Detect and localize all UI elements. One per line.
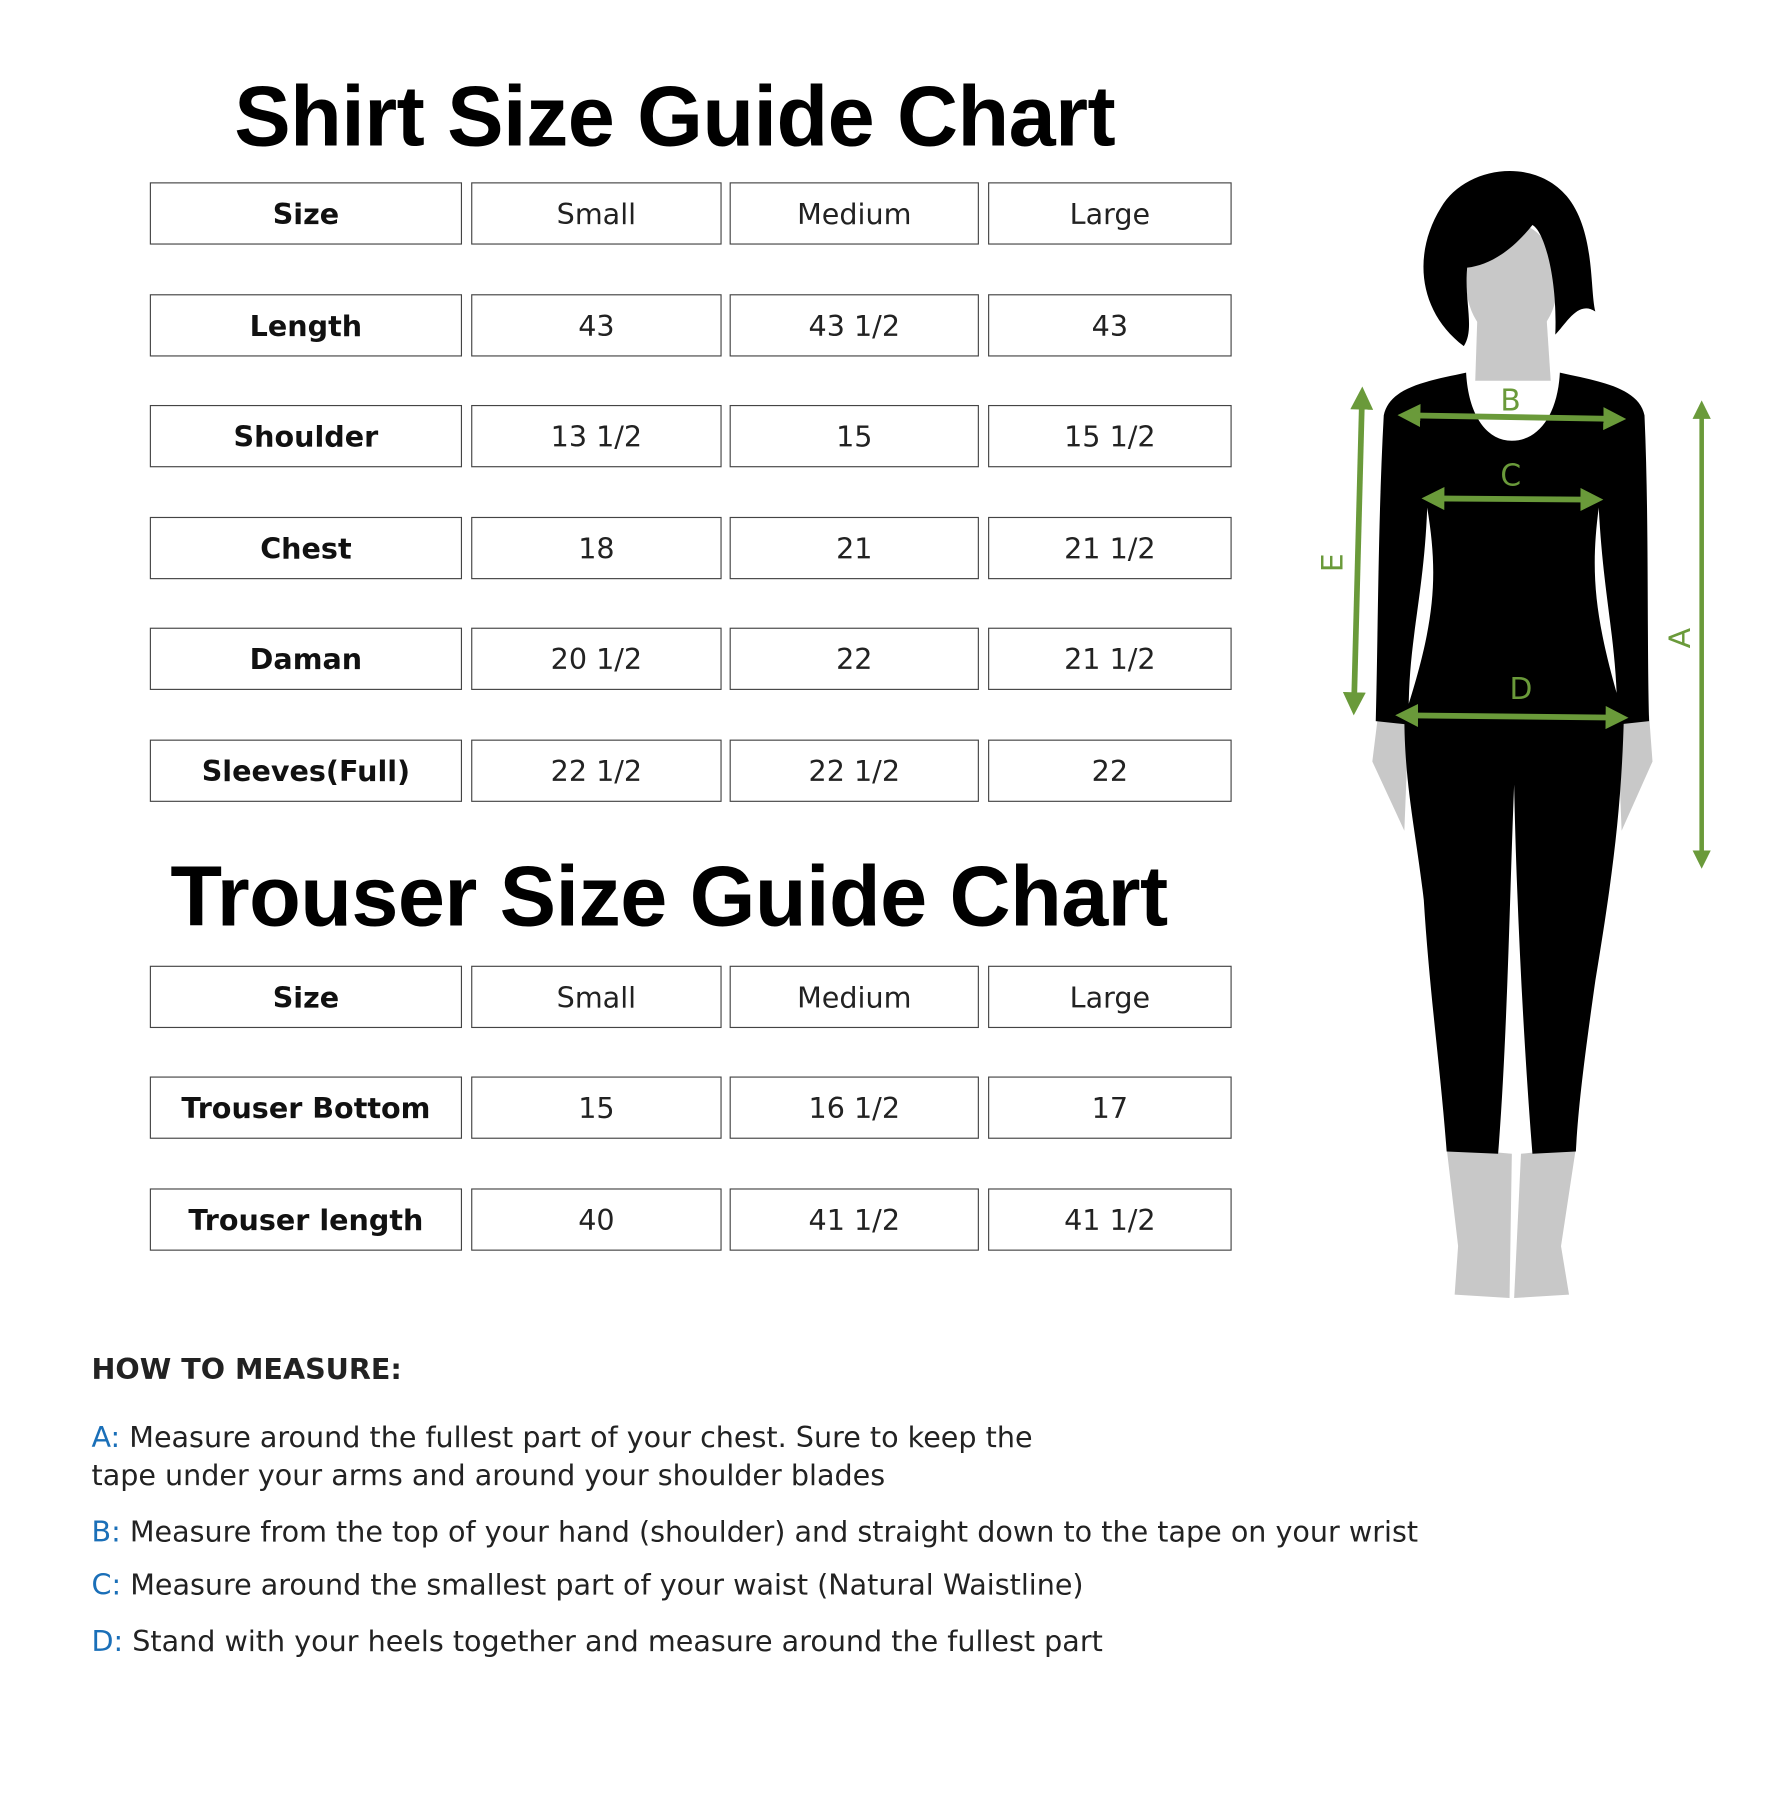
table-cell: 15 [729, 404, 979, 468]
table-cell: 22 [988, 739, 1232, 802]
table-cell: 15 [471, 1076, 722, 1139]
table-cell: 18 [471, 516, 722, 580]
row-label: Shoulder [149, 404, 463, 468]
hair-icon [1423, 171, 1596, 347]
table-cell: 43 [471, 294, 722, 357]
label-c: C [1500, 459, 1521, 494]
table-cell: 20 1/2 [471, 627, 722, 690]
table-cell: 17 [988, 1076, 1232, 1139]
arrow-d [1395, 703, 1629, 730]
label-a: A [1663, 627, 1698, 648]
table-cell: 21 [729, 516, 979, 580]
leggings [1404, 715, 1624, 1154]
header-cell: Size [149, 182, 463, 245]
arrow-b [1397, 404, 1627, 431]
label-e: E [1316, 553, 1351, 572]
table-cell: 22 1/2 [729, 739, 979, 802]
how-to-measure-heading: HOW TO MEASURE: [91, 1352, 402, 1386]
arrow-c [1421, 486, 1604, 512]
header-cell: Medium [729, 965, 979, 1029]
measure-c: C: Measure around the smallest part of y… [91, 1568, 1084, 1602]
row-label: Trouser length [149, 1188, 463, 1251]
table-cell: 40 [471, 1188, 722, 1251]
row-label: Daman [149, 627, 463, 690]
table-cell: 41 1/2 [729, 1188, 979, 1251]
row-label: Chest [149, 516, 463, 580]
header-cell: Large [988, 965, 1232, 1029]
table-cell: 13 1/2 [471, 404, 722, 468]
measure-b: B: Measure from the top of your hand (sh… [91, 1514, 1419, 1549]
table-cell: 43 1/2 [729, 294, 979, 357]
body-measurement-figure: B C D E A [1316, 171, 1711, 1299]
table-cell: 21 1/2 [988, 516, 1232, 580]
table-cell: 43 [988, 294, 1232, 357]
trouser-title: Trouser Size Guide Chart [170, 848, 1168, 944]
row-label: Trouser Bottom [149, 1076, 463, 1139]
label-b: B [1500, 384, 1520, 419]
calves [1446, 1148, 1576, 1299]
header-cell: Medium [729, 182, 979, 245]
table-cell: 41 1/2 [988, 1188, 1232, 1251]
shirt [1375, 372, 1650, 725]
table-cell: 21 1/2 [988, 627, 1232, 690]
shirt-title: Shirt Size Guide Chart [234, 68, 1116, 164]
label-d: D [1510, 672, 1533, 707]
measure-d: D: Stand with your heels together and me… [91, 1624, 1103, 1659]
header-cell: Small [471, 182, 722, 245]
arrow-e [1342, 386, 1374, 716]
table-cell: 22 [729, 627, 979, 690]
row-label: Length [149, 294, 463, 357]
row-label: Sleeves(Full) [149, 739, 463, 802]
table-cell: 16 1/2 [729, 1076, 979, 1139]
measure-a: A: Measure around the fullest part of yo… [91, 1420, 1033, 1492]
header-cell: Size [149, 965, 463, 1029]
header-cell: Small [471, 965, 722, 1029]
header-cell: Large [988, 182, 1232, 245]
table-cell: 15 1/2 [988, 404, 1232, 468]
table-cell: 22 1/2 [471, 739, 722, 802]
